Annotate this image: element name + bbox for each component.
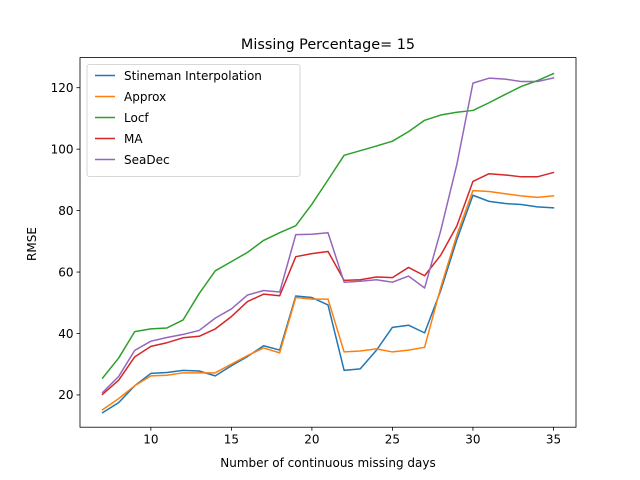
x-axis-label: Number of continuous missing days [220,456,435,470]
y-tick-label-100: 100 [51,142,74,156]
legend-label-seadec: SeaDec [124,153,170,167]
plot-area: 10 15 20 25 30 35 20 40 60 80 100 120 Stineman Inter… [51,57,577,447]
series-line-locf [101,72,555,380]
y-tick-label-80: 80 [58,204,73,218]
axes-frame [79,57,577,428]
y-tick-label-60: 60 [58,265,73,279]
y-axis-label: RMSE [25,227,39,261]
series-line-approx [101,189,555,411]
legend-label-stineman-interpolation: Stineman Interpolation [124,69,262,83]
x-tick-label-25: 25 [385,433,400,447]
chart-title: Missing Percentage= 15 [241,37,415,53]
x-tick-label-35: 35 [546,433,561,447]
legend-label-locf: Locf [124,111,149,125]
x-tick-label-10: 10 [143,433,158,447]
y-tick-label-120: 120 [51,81,74,95]
legend-box [86,64,301,177]
legend-label-approx: Approx [124,90,166,104]
x-tick-label-20: 20 [304,433,319,447]
series-line-stineman-interpolation [101,194,555,414]
x-tick-label-15: 15 [224,433,239,447]
legend-label-ma: MA [124,132,143,146]
y-tick-label-40: 40 [58,327,73,341]
series-line-seadec [101,76,555,394]
y-tick-label-20: 20 [58,388,73,402]
series-line-ma [101,171,555,396]
legend: Stineman Interpolation Approx Locf MA SeaDec [86,64,301,177]
x-tick-label-30: 30 [465,433,480,447]
